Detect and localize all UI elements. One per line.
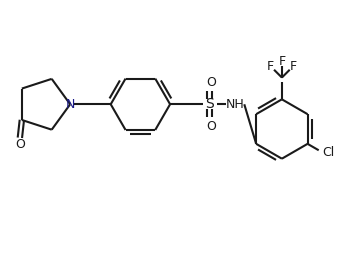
Text: O: O <box>15 138 25 151</box>
Text: Cl: Cl <box>322 146 334 159</box>
Text: O: O <box>207 76 216 89</box>
Text: F: F <box>278 55 286 68</box>
Text: O: O <box>207 120 216 133</box>
Text: N: N <box>66 98 75 111</box>
Text: F: F <box>289 60 297 73</box>
Text: NH: NH <box>226 98 245 111</box>
Text: S: S <box>205 97 214 111</box>
Text: F: F <box>267 60 274 73</box>
